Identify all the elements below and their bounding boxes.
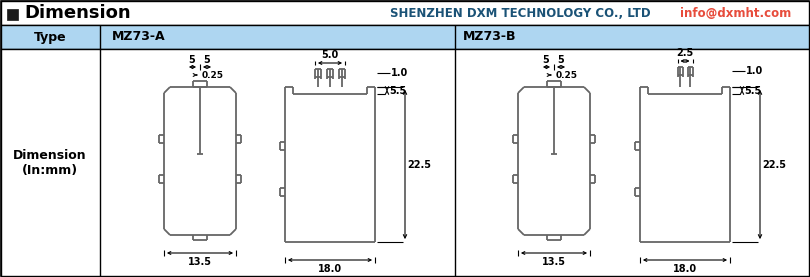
Text: 2.5: 2.5 <box>676 48 693 58</box>
Text: 5: 5 <box>543 55 549 65</box>
Bar <box>7 9 18 20</box>
Text: 5: 5 <box>189 55 195 65</box>
Text: 13.5: 13.5 <box>188 257 212 267</box>
Bar <box>1 1 809 25</box>
Text: 1.0: 1.0 <box>746 66 763 76</box>
Text: 5.5: 5.5 <box>744 86 761 96</box>
Text: 0.25: 0.25 <box>556 71 578 79</box>
Text: Dimension: Dimension <box>24 4 130 22</box>
Text: Type: Type <box>34 30 66 43</box>
Text: 13.5: 13.5 <box>542 257 566 267</box>
Text: 18.0: 18.0 <box>318 264 342 274</box>
Text: 5: 5 <box>557 55 565 65</box>
Text: 22.5: 22.5 <box>762 160 786 170</box>
Bar <box>1 25 809 49</box>
Text: MZ73-A: MZ73-A <box>112 30 165 43</box>
Text: SHENZHEN DXM TECHNOLOGY CO., LTD: SHENZHEN DXM TECHNOLOGY CO., LTD <box>390 7 654 20</box>
Text: 5: 5 <box>203 55 211 65</box>
Text: 0.25: 0.25 <box>202 71 224 79</box>
Bar <box>1 49 809 276</box>
Text: 1.0: 1.0 <box>391 68 408 78</box>
Text: Dimension
(In:mm): Dimension (In:mm) <box>13 149 87 177</box>
Text: info@dxmht.com: info@dxmht.com <box>680 7 791 20</box>
Text: 5.0: 5.0 <box>322 50 339 60</box>
Text: MZ73-B: MZ73-B <box>463 30 517 43</box>
Text: 22.5: 22.5 <box>407 160 431 170</box>
Text: 18.0: 18.0 <box>673 264 697 274</box>
Text: 5.5: 5.5 <box>389 86 407 96</box>
